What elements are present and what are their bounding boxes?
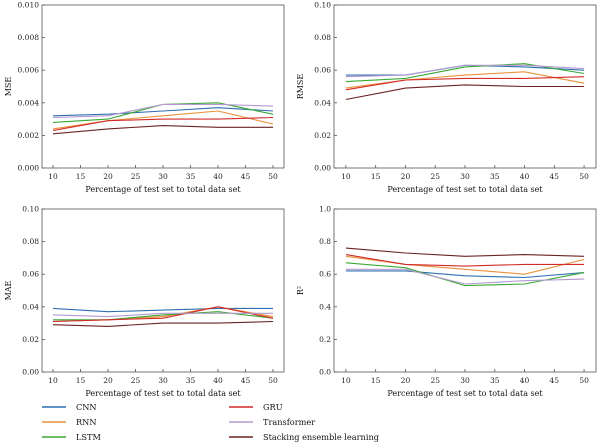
series-line-r2-cnn — [345, 270, 585, 279]
series-line-mae-gru — [52, 306, 274, 323]
xtick-label-mse: 35 — [186, 172, 196, 181]
xaxis-title-r2: Percentage of test set to total data set — [387, 389, 543, 398]
ytick-label-mae: 0.10 — [22, 205, 39, 214]
xtick-label-rmse: 25 — [430, 172, 440, 181]
ytick-label-mae: 0.04 — [22, 302, 39, 311]
series-line-mae-transformer — [52, 312, 273, 318]
xaxis-title-mse: Percentage of test set to total data set — [85, 185, 241, 194]
xtick-label-mse: 30 — [158, 172, 168, 181]
yaxis-title-r2: R² — [296, 286, 305, 295]
ytick-label-rmse: 0.06 — [314, 66, 331, 75]
xtick-label-mse: 50 — [268, 172, 278, 181]
xtick-label-r2: 35 — [490, 376, 500, 385]
xtick-label-r2: 10 — [341, 376, 351, 385]
xtick-label-mae: 25 — [131, 376, 141, 385]
xtick-label-r2: 50 — [579, 376, 589, 385]
legend-label-gru: GRU — [263, 402, 283, 412]
plot-frame-mse — [41, 4, 285, 169]
ytick-label-rmse: 0.04 — [314, 98, 331, 107]
ytick-label-r2: 0.2 — [319, 335, 331, 344]
xtick-label-mae: 40 — [213, 376, 223, 385]
series-line-mse-transformer — [52, 103, 274, 119]
series-line-mse-cnn — [52, 107, 274, 117]
xtick-label-mae: 50 — [268, 376, 278, 385]
xtick-label-mae: 35 — [186, 376, 196, 385]
ytick-label-rmse: 0.02 — [314, 131, 331, 140]
xtick-label-rmse: 10 — [341, 172, 351, 181]
ytick-label-mse: 0.000 — [18, 164, 40, 173]
ytick-label-mae: 0.06 — [22, 270, 39, 279]
ytick-label-r2: 1.0 — [319, 205, 331, 214]
ytick-label-r2: 0.8 — [319, 237, 331, 246]
xtick-label-mse: 10 — [48, 172, 58, 181]
xtick-label-r2: 25 — [430, 376, 440, 385]
xtick-label-mae: 15 — [76, 376, 86, 385]
xtick-label-rmse: 30 — [460, 172, 470, 181]
xtick-label-mae: 10 — [48, 376, 58, 385]
series-line-mae-cnn — [52, 307, 273, 313]
yaxis-title-mse: MSE — [4, 77, 13, 97]
xtick-label-mse: 45 — [241, 172, 251, 181]
series-line-mae-lstm — [53, 311, 274, 321]
plot-frame-r2 — [333, 208, 597, 373]
series-line-rmse-rnn — [345, 71, 585, 89]
xtick-label-rmse: 40 — [520, 172, 530, 181]
ytick-label-mse: 0.010 — [18, 1, 40, 10]
ytick-label-rmse: 0.08 — [314, 33, 331, 42]
series-line-mae-stacking-ensemble-learning — [52, 320, 274, 327]
ytick-label-mse: 0.006 — [18, 66, 40, 75]
ytick-label-mse: 0.004 — [18, 98, 40, 107]
xaxis-title-mae: Percentage of test set to total data set — [85, 389, 241, 398]
xtick-label-mse: 25 — [131, 172, 141, 181]
xtick-label-mse: 20 — [103, 172, 113, 181]
xtick-label-mse: 15 — [76, 172, 86, 181]
xtick-label-r2: 40 — [520, 376, 530, 385]
ytick-label-mse: 0.002 — [18, 131, 40, 140]
yaxis-title-mae: MAE — [4, 280, 13, 300]
ytick-label-mae: 0.02 — [22, 335, 39, 344]
xtick-label-mae: 30 — [158, 376, 168, 385]
xtick-label-r2: 15 — [371, 376, 381, 385]
series-line-r2-stacking-ensemble-learning — [345, 247, 585, 257]
legend-label-cnn: CNN — [76, 402, 97, 412]
xtick-label-rmse: 45 — [550, 172, 560, 181]
xtick-label-rmse: 35 — [490, 172, 500, 181]
legend-label-rnn: RNN — [76, 417, 97, 427]
ytick-label-rmse: 0.00 — [314, 164, 331, 173]
xtick-label-mae: 45 — [241, 376, 251, 385]
ytick-label-mae: 0.08 — [22, 237, 39, 246]
series-line-rmse-transformer — [345, 64, 585, 78]
series-line-rmse-lstm — [345, 63, 585, 83]
xtick-label-r2: 45 — [550, 376, 560, 385]
series-line-r2-transformer — [345, 268, 585, 285]
yaxis-title-rmse: RMSE — [296, 74, 305, 100]
legend-label-stacking-ensemble-learning: Stacking ensemble learning — [263, 432, 379, 442]
ytick-label-mae: 0.00 — [22, 368, 39, 377]
plot-frame-mae — [41, 208, 285, 373]
xtick-label-rmse: 15 — [371, 172, 381, 181]
xtick-label-r2: 30 — [460, 376, 470, 385]
xtick-label-rmse: 20 — [401, 172, 411, 181]
series-line-mse-stacking-ensemble-learning — [52, 125, 273, 135]
xtick-label-mae: 20 — [103, 376, 113, 385]
xtick-label-r2: 20 — [401, 376, 411, 385]
series-line-rmse-gru — [345, 76, 585, 91]
ytick-label-rmse: 0.10 — [314, 1, 331, 10]
legend-label-transformer: Transformer — [263, 417, 315, 427]
legend-label-lstm: LSTM — [76, 432, 101, 442]
ytick-label-mse: 0.008 — [18, 33, 40, 42]
series-line-r2-rnn — [345, 255, 585, 275]
xaxis-title-rmse: Percentage of test set to total data set — [387, 185, 543, 194]
xtick-label-rmse: 50 — [579, 172, 589, 181]
series-line-r2-gru — [345, 254, 585, 267]
xtick-label-mse: 40 — [213, 172, 223, 181]
ytick-label-r2: 0.0 — [319, 368, 331, 377]
ytick-label-r2: 0.6 — [319, 270, 331, 279]
series-line-mse-gru — [52, 116, 274, 132]
ytick-label-r2: 0.4 — [319, 302, 331, 311]
series-line-rmse-stacking-ensemble-learning — [345, 84, 585, 101]
